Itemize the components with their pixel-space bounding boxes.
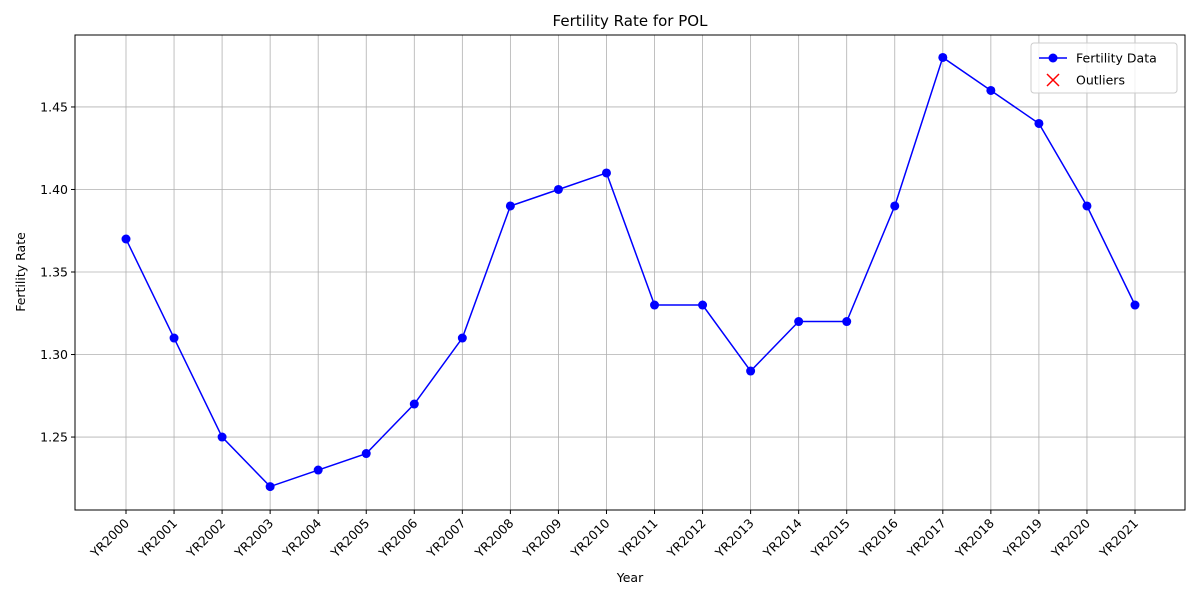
y-tick-label: 1.35 [40,265,68,280]
marker [746,366,756,376]
marker [313,465,323,475]
marker [457,333,467,343]
marker [650,300,660,310]
y-tick-label: 1.25 [40,430,68,445]
legend-marker [1046,73,1060,87]
y-tick-label: 1.40 [40,182,68,197]
marker [890,201,900,211]
marker [361,449,371,459]
marker [1130,300,1140,310]
marker [217,432,227,442]
plot-frame [74,34,1186,511]
marker [169,333,179,343]
marker [842,317,852,327]
x-axis-label: Year [616,570,644,585]
marker [938,52,948,62]
y-tick-label: 1.30 [40,347,68,362]
legend-label: Outliers [1076,73,1125,88]
marker [1034,118,1044,128]
legend-label: Fertility Data [1076,51,1157,66]
marker [698,300,708,310]
marker [505,201,515,211]
marker [121,234,131,244]
marker [794,317,804,327]
marker [601,168,611,178]
marker [409,399,419,409]
marker [553,184,563,194]
marker [1082,201,1092,211]
y-tick-label: 1.45 [40,99,68,114]
marker [986,85,996,95]
marker-stroke [1046,73,1060,87]
legend-marker [1048,53,1058,63]
chart-title: Fertility Rate for POL [553,12,709,30]
series-line [125,56,1136,488]
y-axis-label: Fertility Rate [13,232,28,312]
legend-box [1030,42,1178,94]
marker [265,482,275,492]
